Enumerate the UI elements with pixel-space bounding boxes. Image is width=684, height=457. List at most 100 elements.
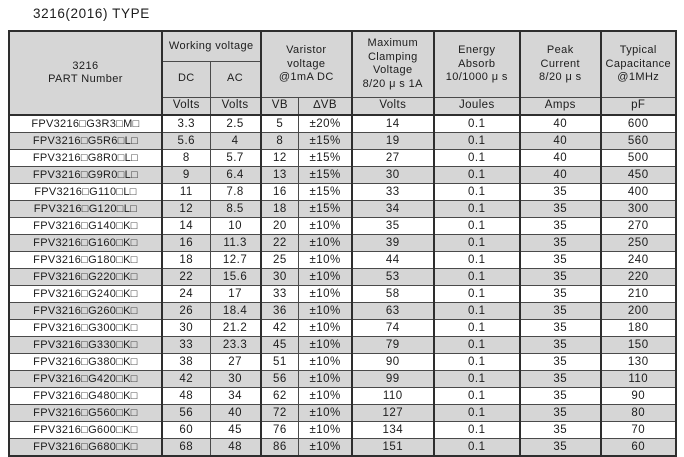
value-cell: 35 xyxy=(519,251,602,269)
table-row: FPV3216□G110□L□ 11 7.8 16 ±15% 33 0.1 35 400 xyxy=(8,183,677,201)
part-number-cell: FPV3216□G680□K□ xyxy=(8,438,163,457)
table-row: FPV3216□G140□K□ 14 10 20 ±10% 35 0.1 35 270 xyxy=(8,217,677,235)
value-cell: 35 xyxy=(351,217,435,235)
table-row: FPV3216□G260□K□ 26 18.4 36 ±10% 63 0.1 35 200 xyxy=(8,302,677,320)
part-number-cell: FPV3216□G260□K□ xyxy=(8,302,163,320)
value-cell: 8 xyxy=(259,132,300,150)
table-row: FPV3216□G180□K□ 18 12.7 25 ±10% 44 0.1 35 240 xyxy=(8,251,677,269)
value-cell: 33 xyxy=(351,183,435,201)
value-cell: ±10% xyxy=(298,438,353,457)
value-cell: 0.1 xyxy=(432,302,521,320)
value-cell: ±10% xyxy=(298,319,353,337)
value-cell: ±10% xyxy=(298,387,353,405)
value-cell: 600 xyxy=(599,114,677,133)
value-cell: 0.1 xyxy=(432,183,521,201)
value-cell: 9 xyxy=(160,166,211,184)
value-cell: ±10% xyxy=(298,251,353,269)
unit-clamping-volts: Volts xyxy=(351,96,435,116)
value-cell: 48 xyxy=(209,438,262,457)
value-cell: 10 xyxy=(209,217,262,235)
value-cell: 0.1 xyxy=(432,387,521,405)
value-cell: ±10% xyxy=(298,370,353,388)
table-row: FPV3216□G680□K□ 68 48 86 ±10% 151 0.1 35 60 xyxy=(8,438,677,457)
value-cell: 30 xyxy=(209,370,262,388)
value-cell: 210 xyxy=(599,285,677,303)
table-body: FPV3216□G3R3□M□ 3.3 2.5 5 ±20% 14 0.1 40 600 FPV3… xyxy=(8,114,677,457)
value-cell: ±20% xyxy=(298,114,353,133)
value-cell: 240 xyxy=(599,251,677,269)
value-cell: 19 xyxy=(351,132,435,150)
unit-ac-volts: Volts xyxy=(209,96,262,116)
unit-amps: Amps xyxy=(519,96,602,116)
table-row: FPV3216□G330□K□ 33 23.3 45 ±10% 79 0.1 35 150 xyxy=(8,336,677,354)
value-cell: 60 xyxy=(160,421,211,439)
value-cell: 44 xyxy=(351,251,435,269)
value-cell: 0.1 xyxy=(432,114,521,133)
part-number-cell: FPV3216□G160□K□ xyxy=(8,234,163,252)
value-cell: 35 xyxy=(519,353,602,371)
part-number-cell: FPV3216□G180□K□ xyxy=(8,251,163,269)
value-cell: 56 xyxy=(259,370,300,388)
value-cell: 22 xyxy=(259,234,300,252)
part-number-cell: FPV3216□G5R6□L□ xyxy=(8,132,163,150)
value-cell: 80 xyxy=(599,404,677,422)
value-cell: 34 xyxy=(209,387,262,405)
value-cell: 40 xyxy=(519,114,602,133)
value-cell: 11.3 xyxy=(209,234,262,252)
table-row: FPV3216□G480□K□ 48 34 62 ±10% 110 0.1 35 90 xyxy=(8,387,677,405)
value-cell: 35 xyxy=(519,438,602,457)
part-number-cell: FPV3216□G560□K□ xyxy=(8,404,163,422)
value-cell: 18.4 xyxy=(209,302,262,320)
table-row: FPV3216□G600□K□ 60 45 76 ±10% 134 0.1 35 70 xyxy=(8,421,677,439)
value-cell: 0.1 xyxy=(432,438,521,457)
value-cell: 40 xyxy=(519,132,602,150)
value-cell: 12 xyxy=(160,200,211,218)
table-row: FPV3216□G9R0□L□ 9 6.4 13 ±15% 30 0.1 40 450 xyxy=(8,166,677,184)
value-cell: 450 xyxy=(599,166,677,184)
value-cell: 39 xyxy=(351,234,435,252)
value-cell: 8 xyxy=(160,149,211,167)
value-cell: 35 xyxy=(519,183,602,201)
part-number-cell: FPV3216□G420□K□ xyxy=(8,370,163,388)
value-cell: 76 xyxy=(259,421,300,439)
value-cell: 134 xyxy=(351,421,435,439)
value-cell: 12.7 xyxy=(209,251,262,269)
value-cell: 7.8 xyxy=(209,183,262,201)
value-cell: ±15% xyxy=(298,200,353,218)
value-cell: 35 xyxy=(519,421,602,439)
value-cell: ±10% xyxy=(298,268,353,286)
value-cell: 26 xyxy=(160,302,211,320)
value-cell: 16 xyxy=(259,183,300,201)
part-number-cell: FPV3216□G9R0□L□ xyxy=(8,166,163,184)
value-cell: ±10% xyxy=(298,302,353,320)
value-cell: 18 xyxy=(259,200,300,218)
value-cell: ±10% xyxy=(298,285,353,303)
value-cell: 90 xyxy=(351,353,435,371)
value-cell: 270 xyxy=(599,217,677,235)
value-cell: 74 xyxy=(351,319,435,337)
value-cell: 15.6 xyxy=(209,268,262,286)
value-cell: 300 xyxy=(599,200,677,218)
value-cell: 72 xyxy=(259,404,300,422)
value-cell: 6.4 xyxy=(209,166,262,184)
value-cell: 14 xyxy=(351,114,435,133)
table-row: FPV3216□G8R0□L□ 8 5.7 12 ±15% 27 0.1 40 500 xyxy=(8,149,677,167)
value-cell: 560 xyxy=(599,132,677,150)
value-cell: 0.1 xyxy=(432,217,521,235)
value-cell: 79 xyxy=(351,336,435,354)
value-cell: 0.1 xyxy=(432,353,521,371)
value-cell: 13 xyxy=(259,166,300,184)
value-cell: 150 xyxy=(599,336,677,354)
value-cell: 35 xyxy=(519,285,602,303)
value-cell: 20 xyxy=(259,217,300,235)
part-number-cell: FPV3216□G110□L□ xyxy=(8,183,163,201)
value-cell: 151 xyxy=(351,438,435,457)
value-cell: 62 xyxy=(259,387,300,405)
table-row: FPV3216□G160□K□ 16 11.3 22 ±10% 39 0.1 35 250 xyxy=(8,234,677,252)
value-cell: 60 xyxy=(599,438,677,457)
value-cell: 0.1 xyxy=(432,285,521,303)
value-cell: 250 xyxy=(599,234,677,252)
value-cell: 500 xyxy=(599,149,677,167)
part-number-cell: FPV3216□G480□K□ xyxy=(8,387,163,405)
